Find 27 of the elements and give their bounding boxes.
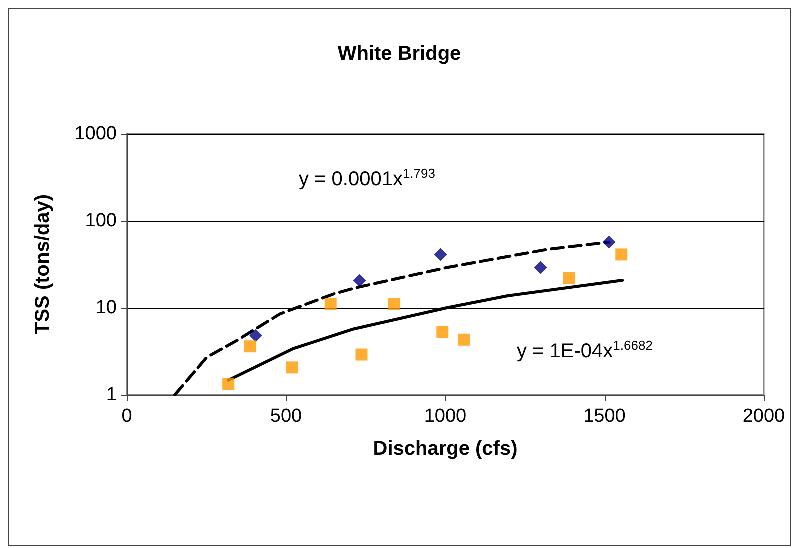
point [602,236,616,249]
y-tick-label: 100 [85,210,117,232]
point [353,274,366,288]
point [563,272,576,284]
y-axis-title: TSS (tons/day) [32,194,54,335]
point [534,261,548,274]
point [434,248,448,262]
point [356,348,368,361]
chart-title: White Bridge [338,43,462,65]
point [286,362,298,374]
point [222,378,235,391]
point [436,326,449,338]
point [458,334,470,346]
point [616,248,628,261]
x-tick-label: 1000 [424,406,467,427]
x-tick-label: 1500 [584,406,626,427]
y-tick-label: 1 [106,384,117,406]
x-axis-title: Discharge (cfs) [373,438,518,460]
x-tick-label: 0 [122,406,132,427]
x-tick-label: 2000 [742,406,786,427]
y-tick-label: 1000 [74,124,117,144]
point [244,340,256,353]
point [388,298,401,310]
point [249,329,262,342]
y-tick-label: 10 [96,298,117,318]
x-tick-label: 500 [270,406,302,427]
point [324,298,337,310]
